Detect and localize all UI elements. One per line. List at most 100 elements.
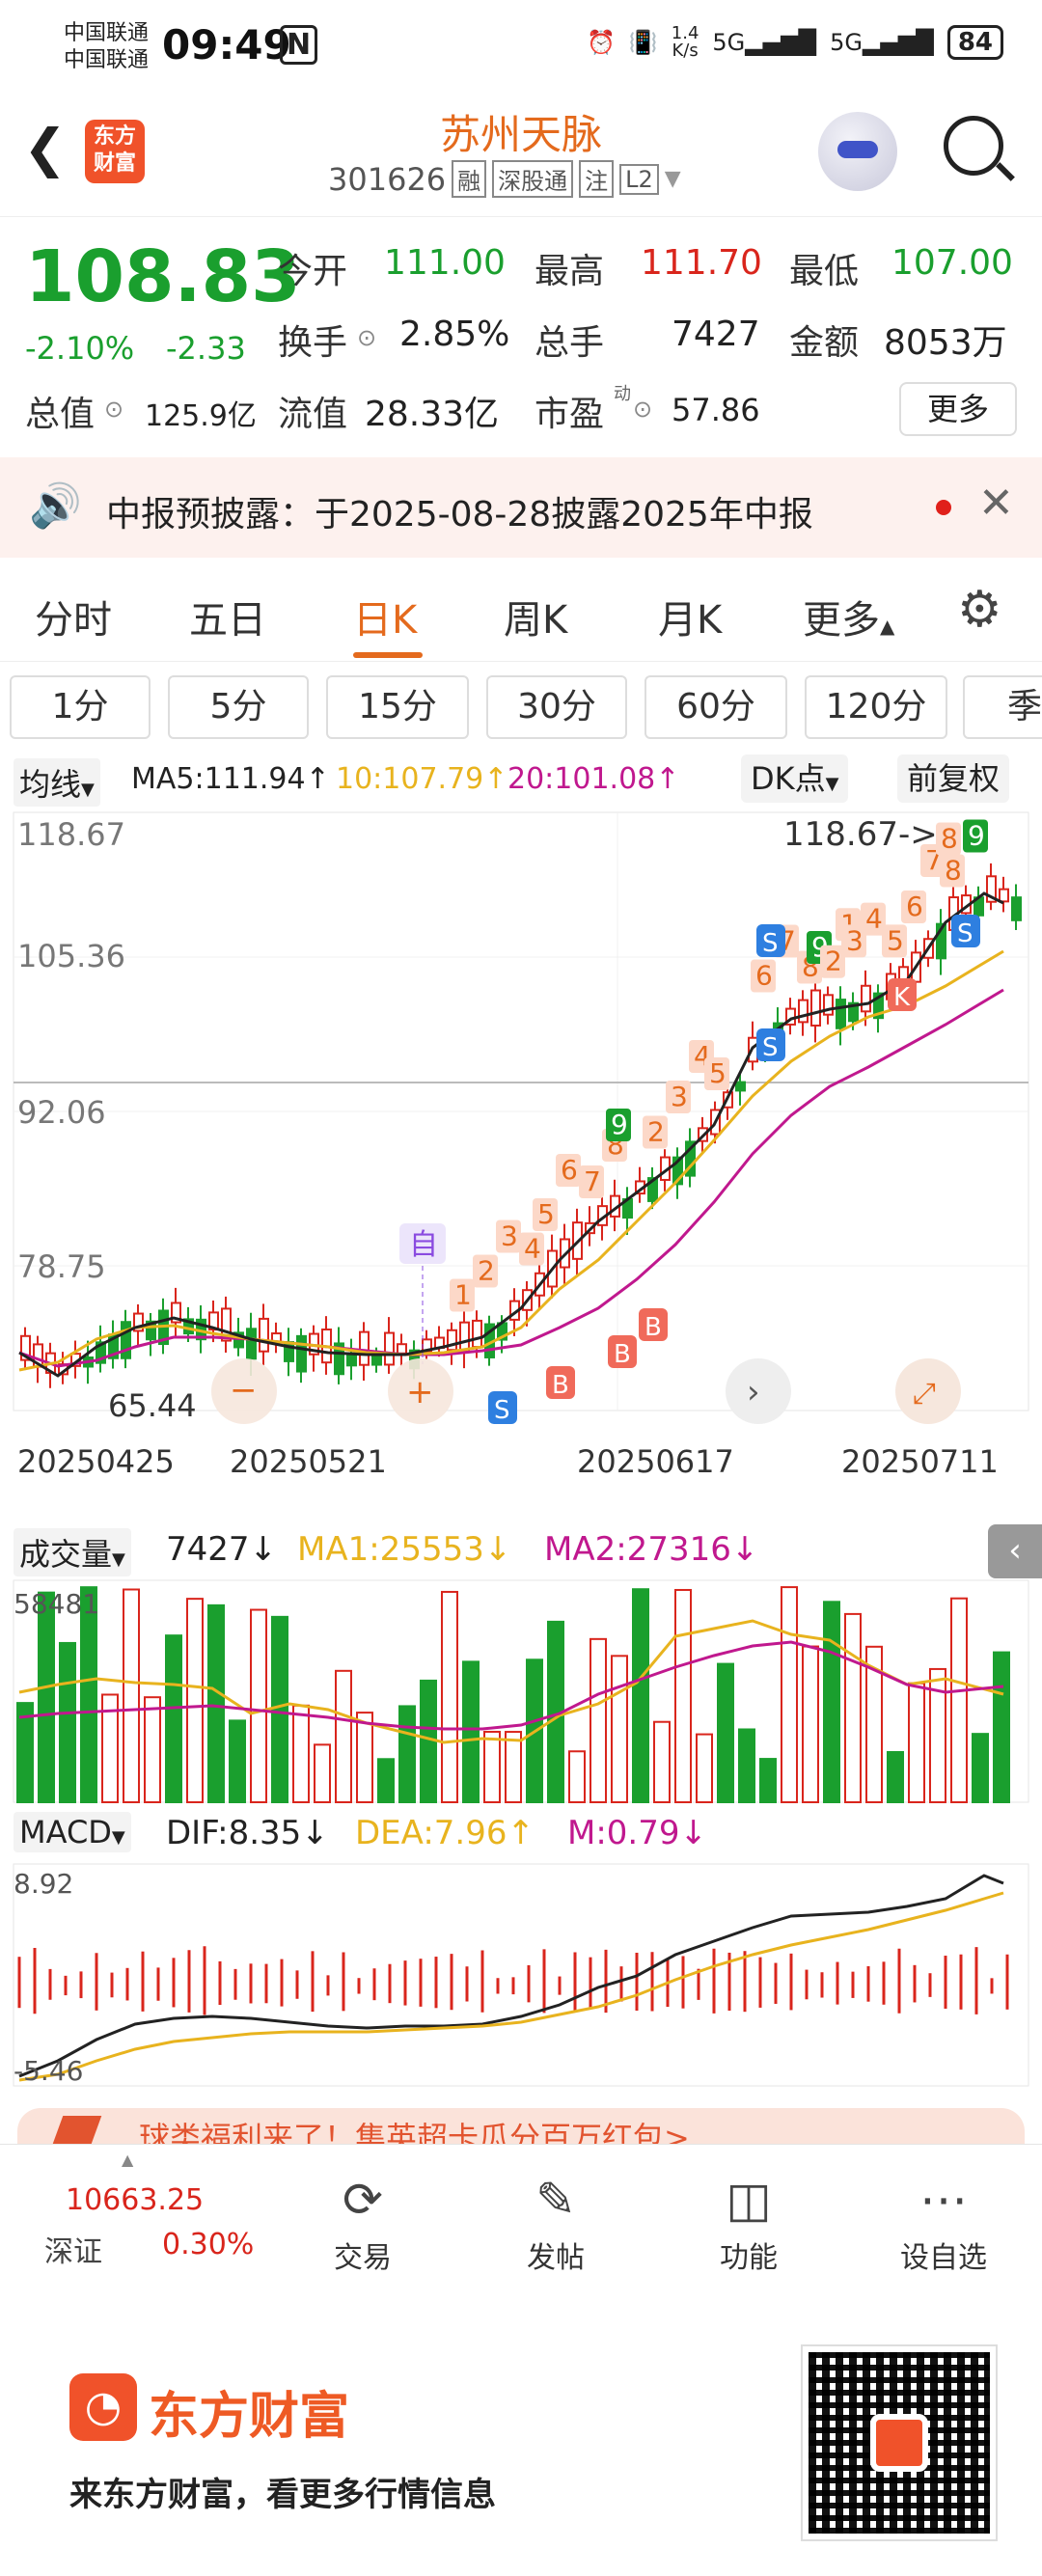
low-label: 最低 — [789, 252, 860, 291]
volume-bar — [632, 1588, 649, 1803]
vol-ma1-line — [18, 1619, 1004, 1744]
collapse-panel-button[interactable]: ‹ — [988, 1524, 1042, 1578]
ma-dropdown[interactable]: 均线▼ — [14, 758, 100, 807]
svg-text:S: S — [762, 929, 779, 958]
expand-icon[interactable]: ⤢ — [913, 1377, 936, 1411]
tab-weekly-k[interactable]: 周K — [504, 598, 568, 643]
info-icon[interactable]: ⊙ — [357, 324, 377, 351]
index-name[interactable]: 深证 — [44, 2235, 102, 2269]
index-change[interactable]: 0.30% — [162, 2228, 255, 2261]
svg-text:9: 9 — [968, 820, 985, 852]
minus-icon[interactable]: − — [230, 1371, 258, 1410]
change-percent: -2.10% — [25, 330, 135, 367]
adjust-button[interactable]: 前复权 — [897, 754, 1010, 803]
back-icon[interactable]: ❮ — [23, 118, 68, 178]
plus-icon[interactable]: + — [406, 1373, 434, 1411]
volume-bar — [271, 1615, 288, 1803]
volume-bar — [505, 1731, 522, 1803]
event-marker-bg[interactable] — [399, 1223, 446, 1264]
period-30min[interactable]: 30分 — [486, 675, 627, 739]
volume-bars — [16, 1586, 1010, 1804]
zoom-out-button[interactable] — [211, 1358, 277, 1424]
nav-functions[interactable]: ◫ 功能 — [691, 2172, 807, 2276]
count-label: 8 — [940, 854, 965, 888]
pe-sup: 动 — [614, 384, 631, 404]
nav-trade[interactable]: ⟳ 交易 — [305, 2172, 421, 2276]
volume-bar — [314, 1743, 331, 1804]
volume-bar — [420, 1679, 437, 1803]
svg-text:3: 3 — [671, 1081, 688, 1112]
count-label: 3 — [496, 1219, 521, 1253]
volume-bar — [80, 1586, 97, 1803]
svg-text:B: B — [644, 1313, 662, 1342]
volume-bar — [781, 1586, 798, 1804]
turnover-label: 换手 — [278, 323, 348, 363]
info-icon[interactable]: ⊙ — [104, 396, 124, 423]
pe-value: 57.86 — [672, 392, 760, 428]
tab-intraday[interactable]: 分时 — [35, 598, 112, 643]
tab-more[interactable]: 更多▲ — [803, 598, 895, 643]
count-label: 2 — [643, 1115, 668, 1149]
tab-monthly-k[interactable]: 月K — [658, 598, 723, 643]
brand-logo: ◔ — [69, 2373, 137, 2441]
volume-chart[interactable]: 58481 — [0, 1578, 1042, 1806]
nav-add-watchlist[interactable]: ⋯ 设自选 — [886, 2172, 1001, 2276]
period-5min[interactable]: 5分 — [168, 675, 309, 739]
macd-chart[interactable]: 8.92 -5.46 — [0, 1862, 1042, 2090]
period-quarter[interactable]: 季 — [963, 675, 1042, 739]
vol-ma2-line — [18, 1640, 1004, 1731]
period-1min[interactable]: 1分 — [10, 675, 151, 739]
count-label: 7 — [579, 1165, 604, 1198]
tab-daily-k[interactable]: 日K — [353, 598, 418, 643]
macd-dropdown[interactable]: MACD▼ — [14, 1812, 131, 1852]
alarm-icon: ⏰ — [586, 29, 616, 56]
ma5-readout: MA5:111.94↑ — [131, 762, 330, 796]
count-label: 1 — [450, 1278, 475, 1312]
qr-logo — [870, 2414, 928, 2472]
app-logo[interactable]: 东方 财富 — [85, 120, 145, 183]
nav-post[interactable]: ✎ 发帖 — [498, 2172, 614, 2276]
volume-bar — [653, 1720, 671, 1803]
kline-chart[interactable]: 118.67 105.36 92.06 78.75 65.44 118.67->… — [0, 807, 1042, 1482]
stock-header: ❮ 东方 财富 苏州天脉 301626 融 深股通 注 L2 ▼ — [0, 96, 1042, 217]
svg-text:5: 5 — [887, 924, 904, 956]
volume-bar — [993, 1651, 1010, 1803]
battery-icon: 84 — [946, 25, 1003, 60]
notice-text[interactable]: 中报预披露：于2025-08-28披露2025年中报 — [106, 495, 813, 534]
tab-five-day[interactable]: 五日 — [189, 598, 266, 643]
volume-bar — [229, 1719, 246, 1803]
notice-bar[interactable]: 🔊 中报预披露：于2025-08-28披露2025年中报 ✕ — [0, 457, 1042, 558]
macd-histogram — [17, 1946, 1009, 2015]
svg-text:3: 3 — [846, 924, 864, 956]
period-60min[interactable]: 60分 — [644, 675, 787, 739]
period-15min[interactable]: 15分 — [326, 675, 469, 739]
volume-bar — [590, 1637, 607, 1803]
event-marker[interactable]: 自 — [409, 1228, 438, 1262]
fullscreen-button[interactable] — [895, 1358, 961, 1424]
stock-code-row[interactable]: 301626 融 深股通 注 L2 ▼ — [328, 160, 681, 198]
search-icon[interactable] — [944, 116, 1003, 176]
next-button[interactable] — [726, 1358, 791, 1424]
volume-bar — [16, 1702, 34, 1803]
more-quote-button[interactable]: 更多 — [899, 382, 1017, 436]
candle — [1011, 884, 1022, 930]
info-icon[interactable]: ⊙ — [633, 396, 653, 423]
chevron-right-icon[interactable]: › — [747, 1373, 760, 1411]
index-value[interactable]: 10663.25 — [66, 2183, 205, 2217]
unread-dot — [936, 500, 951, 515]
signal-label: S — [951, 915, 980, 948]
assistant-robot-icon[interactable] — [818, 112, 897, 191]
count-label: 4 — [519, 1232, 544, 1266]
svg-text:4: 4 — [524, 1233, 541, 1265]
gear-icon[interactable]: ⚙ — [957, 581, 1002, 639]
dk-point-button[interactable]: DK点▼ — [741, 754, 849, 803]
period-120min[interactable]: 120分 — [805, 675, 947, 739]
close-icon[interactable]: ✕ — [978, 479, 1014, 528]
volume-dropdown[interactable]: 成交量▼ — [14, 1528, 131, 1576]
count-label: 6 — [901, 891, 926, 923]
brand-name: 东方财富 — [149, 2388, 350, 2446]
zoom-in-button[interactable] — [388, 1358, 453, 1424]
net-speed: 1.4 K/s — [671, 23, 699, 61]
volume-bar — [908, 1682, 925, 1803]
amount-label: 金额 — [789, 323, 860, 363]
